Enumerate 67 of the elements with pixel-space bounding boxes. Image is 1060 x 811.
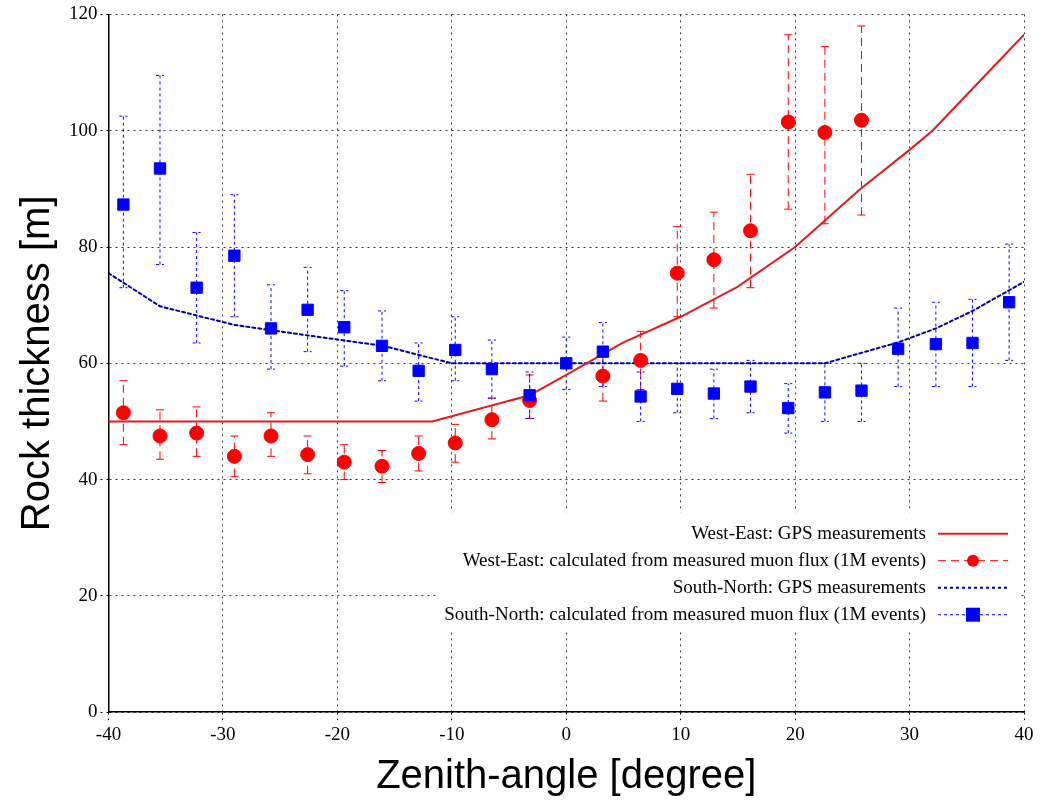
point <box>742 223 758 239</box>
point <box>338 321 351 334</box>
y-axis-title: Rock thickness [m] <box>13 195 58 532</box>
y-tick-label: 40 <box>78 467 98 489</box>
point <box>818 386 832 399</box>
point <box>782 401 795 415</box>
point <box>817 124 833 140</box>
y-tick-label: 20 <box>78 583 98 605</box>
point <box>855 384 868 397</box>
point <box>595 368 611 384</box>
point <box>706 252 722 268</box>
y-tick-label: 100 <box>69 118 98 140</box>
point <box>447 435 463 451</box>
point <box>264 322 278 335</box>
x-tick-label: -10 <box>439 722 465 744</box>
point <box>854 112 869 128</box>
point <box>412 364 425 378</box>
point <box>449 343 462 357</box>
y-tick-label: 0 <box>88 700 98 722</box>
x-tick-label: 30 <box>900 722 920 744</box>
x-tick-label: 0 <box>561 722 571 744</box>
point <box>375 339 389 353</box>
y-tick-label: 120 <box>69 2 98 24</box>
point <box>966 336 979 350</box>
y-tick-label: 80 <box>78 234 98 256</box>
point <box>744 380 757 393</box>
legend-label: West-East: calculated from measured muon flux (1M events) <box>462 548 926 571</box>
point <box>374 458 390 474</box>
point <box>226 448 242 464</box>
legend-label: South-North: calculated from measured muon flux (1M events) <box>444 602 926 625</box>
point <box>263 428 279 444</box>
x-tick-label: 10 <box>671 722 691 744</box>
point <box>633 352 649 368</box>
point <box>411 445 427 461</box>
x-tick-label: -30 <box>210 722 236 744</box>
point <box>1002 296 1016 309</box>
point <box>707 387 721 400</box>
line-series <box>108 272 1024 365</box>
point <box>485 362 499 376</box>
point <box>634 390 647 403</box>
point <box>669 265 685 281</box>
point <box>596 345 610 358</box>
legend-label: South-North: GPS measurements <box>672 575 926 597</box>
x-tick-label: -40 <box>95 722 122 744</box>
point <box>115 405 131 421</box>
x-tick-label: 20 <box>785 722 805 744</box>
x-tick-label: 40 <box>1014 722 1034 744</box>
point <box>780 114 796 130</box>
point <box>929 337 943 351</box>
point <box>484 412 500 428</box>
x-tick-label: -20 <box>324 722 351 744</box>
point <box>891 342 905 355</box>
legend-label: West-East: GPS measurements <box>691 521 926 543</box>
point <box>301 303 314 316</box>
point <box>152 428 168 444</box>
point <box>190 281 203 294</box>
y-tick-label: 60 <box>78 351 98 373</box>
x-axis-title: Zenith-angle [degree] <box>376 752 757 797</box>
point <box>300 447 316 463</box>
point <box>336 454 352 470</box>
point <box>671 382 684 396</box>
point <box>189 425 205 441</box>
point <box>117 198 130 211</box>
point <box>560 357 573 370</box>
point <box>228 249 241 262</box>
point <box>523 389 536 402</box>
point <box>153 162 167 175</box>
